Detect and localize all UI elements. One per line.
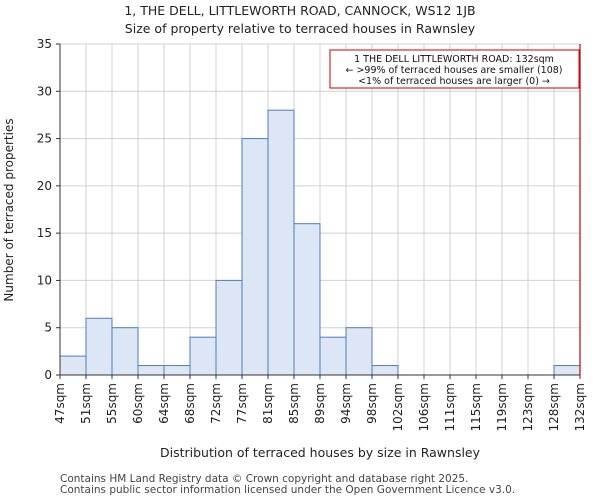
bar-51sqm (85, 317, 113, 376)
y-tick-label: 25 (37, 132, 52, 146)
x-tick-label: 115sqm (469, 383, 483, 431)
x-tick-label: 64sqm (157, 383, 171, 424)
x-tick-label: 77sqm (235, 383, 249, 424)
x-tick-label: 68sqm (183, 383, 197, 424)
x-tick-label: 55sqm (105, 383, 119, 424)
y-tick-label: 15 (37, 226, 52, 240)
x-tick-label: 51sqm (79, 383, 93, 424)
x-tick-label: 81sqm (261, 383, 275, 424)
grid-lines (59, 43, 581, 376)
chart-title: 1, THE DELL, LITTLEWORTH ROAD, CANNOCK, … (124, 3, 476, 18)
y-tick-labels: 0 5 10 15 20 25 30 35 (37, 37, 60, 382)
x-tick-label: 98sqm (365, 383, 379, 424)
bar-60sqm (137, 365, 165, 376)
x-axis-label: Distribution of terraced houses by size … (160, 445, 481, 460)
x-tick-label: 85sqm (287, 383, 301, 424)
bar-81sqm (267, 109, 295, 376)
x-tick-labels: 47sqm 51sqm 55sqm 60sqm 64sqm 68sqm 72sqm 77sqm… (53, 375, 587, 431)
annotation-line-2: ← >99% of terraced houses are smaller (1… (345, 65, 562, 76)
x-tick-label: 60sqm (131, 383, 145, 424)
y-tick-label: 30 (37, 84, 52, 98)
annotation-box: 1 THE DELL LITTLEWORTH ROAD: 132sqm ← >9… (329, 49, 580, 89)
x-tick-label: 47sqm (53, 383, 67, 424)
y-tick-label: 0 (44, 368, 52, 382)
annotation-line-3: <1% of terraced houses are larger (0) → (358, 76, 550, 87)
x-tick-label: 132sqm (573, 383, 587, 431)
x-tick-label: 89sqm (313, 383, 327, 424)
x-tick-label: 123sqm (521, 383, 535, 431)
footer-line-1: Contains HM Land Registry data © Crown c… (60, 473, 469, 485)
bar-68sqm (189, 336, 217, 376)
x-tick-label: 72sqm (209, 383, 223, 424)
x-tick-label: 128sqm (547, 383, 561, 431)
bar-94sqm (345, 327, 373, 376)
bar-55sqm (111, 327, 139, 376)
bar-47sqm (59, 355, 87, 376)
footer-line-2: Contains public sector information licen… (60, 484, 516, 496)
bar-98sqm (371, 365, 399, 376)
x-tick-label: 102sqm (391, 383, 405, 431)
bar-89sqm (319, 336, 347, 376)
bar-85sqm (293, 223, 321, 376)
y-tick-label: 20 (37, 179, 52, 193)
bar-128sqm (553, 365, 581, 376)
y-axis-label: Number of terraced properties (2, 118, 16, 301)
bar-77sqm (241, 138, 269, 376)
annotation-line-1: 1 THE DELL LITTLEWORTH ROAD: 132sqm (354, 54, 554, 65)
chart-subtitle: Size of property relative to terraced ho… (124, 21, 476, 36)
x-tick-label: 106sqm (417, 383, 431, 431)
y-tick-label: 10 (37, 273, 52, 287)
x-tick-label: 94sqm (339, 383, 353, 424)
annotation-border (329, 49, 580, 89)
y-tick-label: 5 (44, 321, 52, 335)
bar-64sqm (163, 365, 191, 376)
x-tick-label: 119sqm (495, 383, 509, 431)
x-tick-label: 111sqm (443, 383, 457, 431)
bar-72sqm (215, 279, 243, 376)
y-tick-label: 35 (37, 37, 52, 51)
